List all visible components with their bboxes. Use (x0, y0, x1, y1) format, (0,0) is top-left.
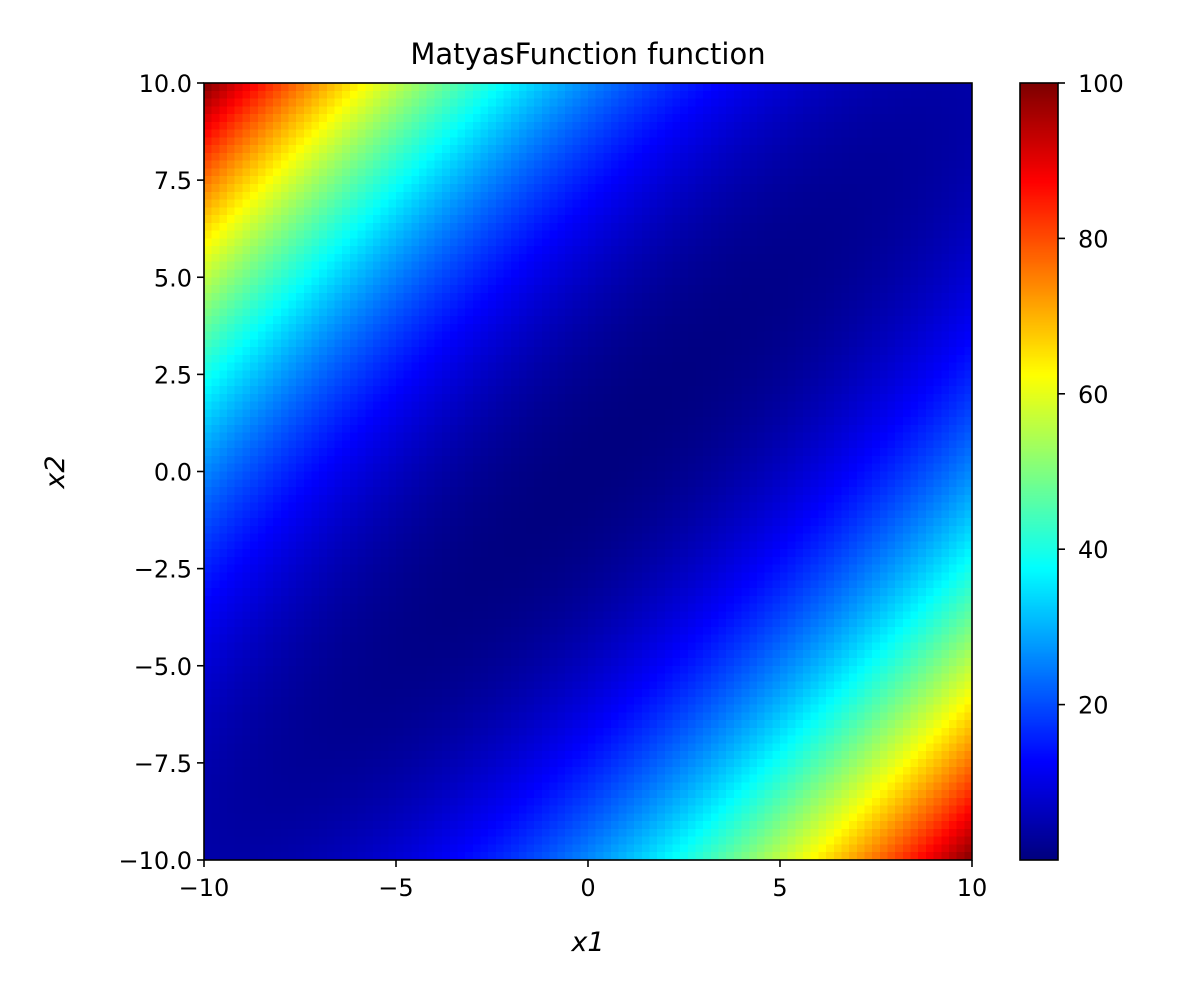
y-tick-label: 0.0 (154, 459, 192, 487)
y-tick-label: 10.0 (139, 70, 192, 98)
y-axis-ticks: 10.0 7.5 5.0 2.5 0.0 −2.5 −5.0 −7.5 −10.0 (118, 70, 204, 875)
heatmap-plot-area (203, 82, 973, 861)
colorbar-tick-label: 40 (1078, 536, 1109, 564)
colorbar-frame (1019, 82, 1059, 861)
x-tick-label: 5 (772, 874, 787, 902)
colorbar-tick-label: 100 (1078, 70, 1124, 98)
colorbar-gradient (1020, 83, 1058, 860)
y-tick-label: −7.5 (134, 750, 192, 778)
chart-title: MatyasFunction function (410, 37, 765, 71)
x-tick-label: −10 (179, 874, 230, 902)
y-tick-label: 5.0 (154, 264, 192, 292)
x-tick-label: 10 (957, 874, 988, 902)
y-tick-label: −5.0 (134, 653, 192, 681)
colorbar-tick-label: 20 (1078, 692, 1109, 720)
x-axis-label: x1 (570, 927, 604, 958)
y-tick-label: 7.5 (154, 167, 192, 195)
x-tick-label: 0 (580, 874, 595, 902)
x-axis-ticks: −10 −5 0 5 10 (179, 860, 988, 902)
y-axis-label: x2 (40, 455, 71, 489)
x-tick-label: −5 (378, 874, 413, 902)
y-tick-label: 2.5 (154, 361, 192, 389)
y-tick-label: −2.5 (134, 556, 192, 584)
y-tick-label: −10.0 (118, 847, 192, 875)
colorbar-tick-label: 60 (1078, 381, 1109, 409)
colorbar (1019, 82, 1059, 861)
colorbar-tick-label: 80 (1078, 225, 1109, 253)
heatmap-image (204, 83, 972, 860)
colorbar-ticks: 20 40 60 80 100 (1058, 70, 1124, 720)
